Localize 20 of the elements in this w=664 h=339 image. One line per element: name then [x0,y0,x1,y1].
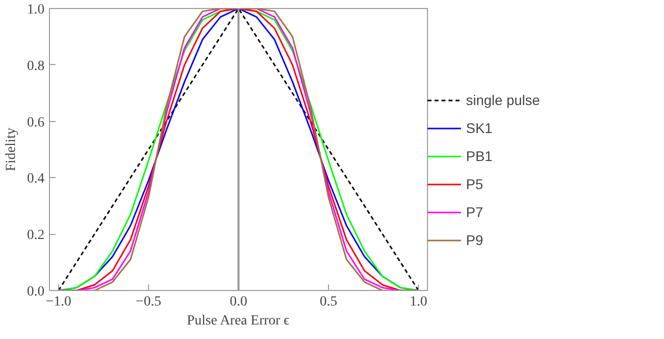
y-tick-label: 1.0 [27,2,44,18]
legend-label: P7 [466,204,484,220]
legend-label: P5 [466,176,484,192]
line-series [58,8,420,290]
y-tick-label: 0.6 [27,115,44,130]
x-tick-label: −1.0 [46,294,72,310]
x-tick-label: 0.5 [320,294,338,310]
x-tick-label: −0.5 [136,294,162,310]
y-tick-label: 0.4 [27,172,44,187]
legend-label: PB1 [466,148,492,164]
x-tick-label: 1.0 [410,294,428,310]
y-tick-label: 0.2 [27,228,44,244]
x-axis-title: Pulse Area Error ϵ [186,314,290,328]
legend-label: P9 [466,232,484,248]
legend-label: single pulse [466,92,540,108]
y-tick-label: 0.8 [27,58,44,74]
y-tick-label: 0.0 [27,284,44,300]
y-axis-title: Fidelity [4,128,19,172]
x-tick-label: 0.0 [230,294,248,310]
legend-label: SK1 [466,120,492,136]
